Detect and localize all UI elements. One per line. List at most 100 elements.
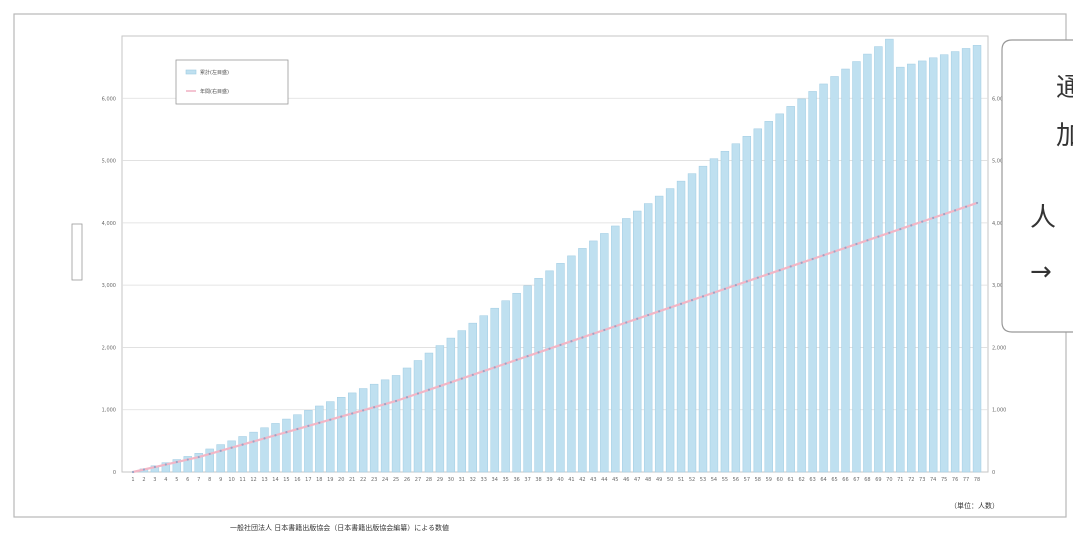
x-tick-label: 52 (689, 477, 695, 483)
bar (972, 45, 982, 473)
bar (687, 173, 697, 473)
source-note: 一般社団法人 日本書籍出版協会（日本書籍出版協会編纂）による数値 (230, 523, 449, 532)
x-tick-label: 37 (524, 477, 530, 483)
line-point (734, 284, 737, 287)
bar (567, 255, 576, 473)
line-point (570, 340, 573, 343)
line-point (329, 418, 332, 421)
x-tick-label: 42 (579, 477, 585, 483)
line-point (647, 313, 650, 317)
line-point (636, 317, 639, 320)
line-point (745, 280, 748, 283)
x-tick-label: 66 (842, 477, 848, 483)
x-tick-label: 72 (908, 477, 914, 483)
bar (380, 379, 390, 473)
line-point (778, 269, 781, 272)
callout-line-2: 加 (1056, 121, 1073, 151)
callout-line-1: 通 (1056, 73, 1073, 103)
x-tick-label: 69 (875, 477, 881, 483)
x-tick-label: 50 (667, 477, 673, 483)
line-point (833, 250, 836, 253)
bar (819, 83, 828, 473)
bar (600, 233, 609, 473)
bar (490, 307, 499, 473)
x-tick-label: 34 (492, 477, 498, 483)
x-tick-label: 61 (787, 477, 793, 483)
bar (337, 397, 346, 473)
line-point (679, 302, 683, 305)
line-point (844, 246, 847, 249)
bar (731, 143, 741, 473)
x-tick-label: 54 (711, 477, 717, 483)
x-tick-label: 1 (131, 477, 134, 483)
bar (928, 57, 938, 473)
line-point (285, 431, 288, 434)
right-y-tick-label: 2,000 (992, 345, 1006, 351)
line-point (252, 440, 255, 443)
x-tick-label: 31 (459, 477, 465, 483)
line-point (811, 257, 814, 261)
line-point (712, 291, 716, 294)
x-tick-label: 48 (645, 477, 651, 483)
bar (161, 462, 171, 473)
legend-label-line: 年間(右目盛) (200, 88, 229, 95)
line-point (690, 298, 694, 302)
line-point (362, 409, 365, 412)
right-y-tick-label: 3,000 (992, 283, 1006, 289)
line-point (208, 452, 211, 456)
line-point (263, 437, 266, 440)
x-tick-label: 33 (481, 477, 487, 483)
bar (852, 61, 861, 473)
line-point (186, 458, 189, 461)
x-tick-label: 74 (930, 477, 936, 483)
x-tick-label: 55 (722, 477, 728, 483)
bar (797, 98, 806, 473)
bar (654, 195, 664, 473)
bar (676, 180, 686, 473)
bar (830, 76, 839, 473)
bar (622, 218, 631, 473)
bar (709, 158, 719, 473)
line-point (471, 373, 474, 376)
bar (589, 240, 598, 473)
bar (424, 352, 434, 473)
line-point (449, 381, 452, 384)
y-tick-label: 1,000 (102, 408, 116, 414)
x-tick-label: 35 (502, 477, 508, 483)
y-axis-title-box (71, 223, 83, 281)
x-tick-label: 20 (338, 477, 344, 483)
x-tick-label: 59 (766, 477, 772, 483)
x-tick-label: 18 (316, 477, 322, 483)
callout-box: 通 加 人 → (1001, 39, 1073, 333)
bar (907, 63, 916, 473)
bar (885, 38, 894, 473)
bar (545, 270, 554, 473)
line-point (383, 403, 387, 406)
x-tick-label: 44 (601, 477, 607, 483)
x-tick-label: 3 (153, 477, 156, 483)
x-tick-label: 13 (261, 477, 267, 483)
bar (282, 418, 291, 473)
x-tick-label: 6 (186, 477, 189, 483)
bar (369, 383, 379, 473)
bar (501, 300, 510, 473)
line-point (822, 254, 825, 257)
right-y-axis-ticks: 0 1,000 2,000 3,000 4,000 5,000 6,000 (992, 96, 1006, 476)
line-point (504, 362, 507, 365)
x-tick-label: 47 (634, 477, 640, 483)
x-tick-label: 65 (831, 477, 837, 483)
bar (786, 106, 795, 473)
bar (238, 436, 247, 473)
x-tick-label: 53 (700, 477, 706, 483)
right-y-tick-label: 5,000 (992, 159, 1006, 165)
bar (435, 345, 445, 473)
bar (534, 278, 543, 473)
x-tick-label: 57 (744, 477, 750, 483)
x-tick-label: 71 (897, 477, 903, 483)
line-point (493, 366, 496, 369)
x-tick-label: 68 (864, 477, 870, 483)
line-point (296, 427, 299, 431)
x-tick-label: 22 (360, 477, 366, 483)
line-point (394, 399, 398, 403)
